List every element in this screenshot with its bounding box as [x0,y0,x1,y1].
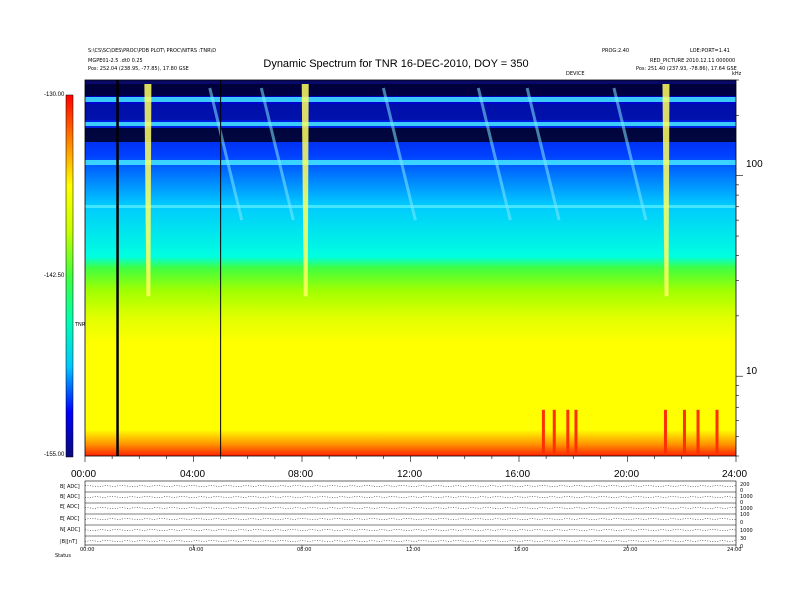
panel-right-tick-1: 200 [740,482,750,488]
panel-trace [84,518,737,521]
emission-band [85,128,736,142]
spike-burst [566,409,570,456]
panel-row-label-1: B[ ADC] [60,484,80,490]
type3-burst [144,84,152,297]
drifting-emission [476,87,512,221]
spike-burst [663,409,667,456]
panel-x-tick-4: 16:00 [514,547,529,553]
panel-x-tick-6: 24:00 [727,547,742,553]
drifting-emission [525,87,561,221]
x-tick-label-4: 16:00 [505,469,531,480]
panel-x-tick-3: 12:00 [406,547,421,553]
spectrogram-area [85,80,736,456]
y-tick-label-10: 10 [746,366,758,377]
header-info-right-3: RED_PICTURE 2010.12.11 000000 [650,58,736,64]
y-tick-label-100: 100 [746,159,763,170]
colorbar-tick-mid: -142.50 [44,273,65,279]
drifting-emission [612,87,648,221]
colorbar-unit-label: TNR [75,322,86,328]
panel-frame [84,480,737,546]
panel-right-tick-9: 30 [740,536,747,542]
panel-right-tick-7: 0 [740,520,744,526]
panel-row-label-6: |B|[nT] [60,539,77,545]
drifting-emission [259,87,295,221]
emission-band [85,122,736,126]
panel-trace [84,496,737,499]
x-tick-label-6: 24:00 [722,469,748,480]
header-info-line-2: MGPE01-2.5 .dt0 0.25 [88,58,143,64]
x-tick-label-0: 00:00 [71,469,97,480]
emission-band [85,97,736,102]
header-info-right-1: PROG:2.40 [602,48,630,54]
emission-band [85,205,736,208]
x-tick-label-3: 12:00 [397,469,423,480]
x-axis [84,456,737,462]
panel-right-tick-6: 100 [740,512,750,518]
panel-right-tick-8: 1000 [740,528,753,534]
panel-trace [84,485,737,488]
spike-burst [552,409,556,456]
status-label: Status [55,553,71,559]
housekeeping-panels [84,480,737,548]
header-position-right: Pos: 251.40 (237.93, -78.86), 17.64 GSE [636,66,737,72]
spike-burst [574,409,578,456]
x-tick-label-1: 04:00 [180,469,206,480]
spike-burst [682,409,686,456]
panel-row-label-2: B[ ADC] [60,494,80,500]
type3-burst [301,84,309,297]
frequency-unit-label: kHz [732,71,742,77]
panel-x-tick-2: 08:00 [297,547,312,553]
panel-x-tick-5: 20:00 [623,547,638,553]
panel-right-tick-3: 1000 [740,494,753,500]
panel-right-tick-4: 0 [740,500,744,506]
emission-band [85,84,736,96]
colorbar-tick-min: -155.00 [44,452,65,458]
spike-burst [715,409,719,456]
emission-band [85,160,736,165]
spike-burst [696,409,700,456]
x-tick-label-5: 20:00 [614,469,640,480]
panel-row-label-5: N[ ADC] [60,527,80,533]
chart-title: Dynamic Spectrum for TNR 16-DEC-2010, DO… [263,58,529,70]
header-position-left: Pos: 252.04 (238.95, -77.85), 17.80 GSE [88,66,189,72]
drifting-emission [208,87,244,221]
type3-burst [662,84,670,297]
colorbar [65,94,74,458]
panel-trace [84,529,737,532]
colorbar-tick-max: -130.00 [44,92,65,98]
panel-trace [84,540,737,543]
device-label: DEVICE [566,71,585,77]
panel-right-tick-5: 1000 [740,506,753,512]
panel-trace [84,507,737,510]
panel-right-tick-10: 0 [740,544,744,550]
header-info-right-2: LOE:PORT=1.41 [690,48,730,54]
panel-row-label-4: E[ ADC] [60,516,80,522]
y-axis [736,79,743,457]
panel-x-tick-1: 04:00 [189,547,204,553]
emission-band [85,104,736,120]
panel-row-label-3: E[ ADC] [60,504,80,510]
panel-right-tick-2: 0 [740,488,744,494]
panel-x-tick-0: 00:00 [80,547,95,553]
drifting-emission [381,87,417,221]
x-tick-label-2: 08:00 [288,469,314,480]
spike-burst [541,409,545,456]
header-info-line-1: S:\CS\SC\DES\PROC\PDB PLOT\ PROC\NITRS :… [88,48,217,54]
